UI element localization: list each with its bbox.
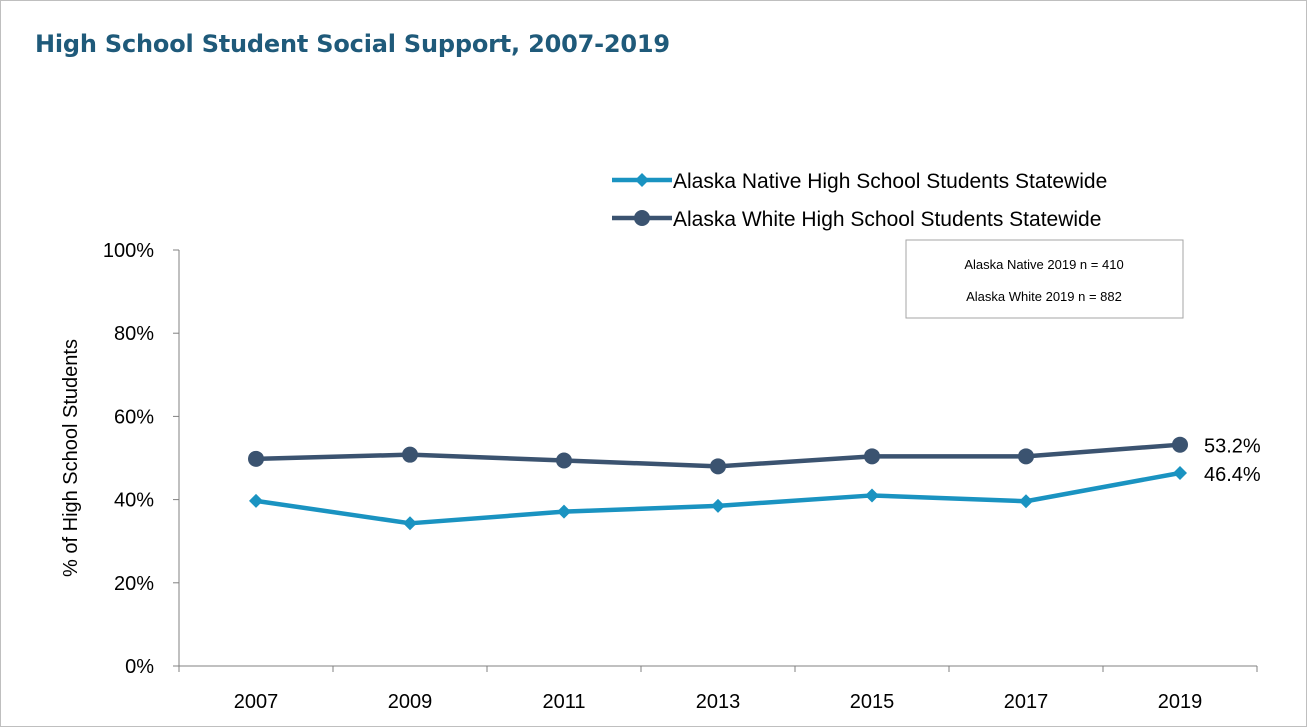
data-point	[1172, 436, 1188, 453]
data-point	[1173, 465, 1187, 480]
note-line-native: Alaska Native 2019 n = 410	[964, 257, 1123, 272]
legend-swatch-marker	[635, 173, 649, 187]
end-data-label: 46.4%	[1204, 464, 1261, 486]
data-point	[248, 450, 264, 467]
series-alaska-native: 46.4%	[249, 464, 1261, 531]
chart-title: High School Student Social Support, 2007…	[35, 30, 670, 58]
x-tick-label: 2011	[542, 691, 585, 713]
legend-label: Alaska White High School Students Statew…	[673, 208, 1101, 231]
data-point	[1019, 494, 1033, 509]
data-point	[1018, 448, 1034, 465]
x-tick-label: 2019	[1158, 691, 1203, 713]
legend-item: Alaska White High School Students Statew…	[612, 208, 1101, 231]
series-layer: 46.4% 53.2%	[248, 436, 1261, 531]
y-tick-label: 100%	[103, 240, 154, 262]
legend-swatch-marker	[634, 210, 650, 226]
x-tick-label: 2007	[234, 691, 279, 713]
y-tick-label: 0%	[125, 656, 154, 678]
data-point	[402, 446, 418, 463]
data-point	[556, 452, 572, 469]
data-point	[864, 448, 880, 465]
data-point	[403, 516, 417, 531]
series-alaska-white: 53.2%	[248, 436, 1261, 475]
data-point	[865, 488, 879, 503]
x-tick-label: 2013	[696, 691, 741, 713]
note-line-white: Alaska White 2019 n = 882	[966, 289, 1122, 304]
y-axis-title: % of High School Students	[60, 339, 82, 577]
end-data-label: 53.2%	[1204, 436, 1261, 458]
axes: 0% 20% 40% 60% 80% 100% 2007 2009 2011 2013 2015 20…	[60, 240, 1258, 713]
legend-item: Alaska Native High School Students State…	[612, 170, 1107, 193]
note-box-border	[905, 239, 1184, 319]
y-tick-label: 80%	[114, 323, 154, 345]
series-line	[255, 470, 1181, 526]
y-tick-label: 20%	[114, 573, 154, 595]
legend-label: Alaska Native High School Students State…	[673, 170, 1107, 193]
legend: Alaska Native High School Students State…	[612, 170, 1107, 231]
data-point	[711, 498, 725, 513]
x-tick-label: 2009	[388, 691, 433, 713]
sample-size-note: Alaska Native 2019 n = 410 Alaska White …	[905, 239, 1184, 319]
data-point	[557, 504, 571, 519]
data-point	[710, 458, 726, 475]
data-point	[249, 493, 263, 508]
x-tick-label: 2017	[1004, 691, 1049, 713]
y-tick-label: 60%	[114, 406, 154, 428]
y-tick-label: 40%	[114, 490, 154, 512]
x-tick-label: 2015	[850, 691, 895, 713]
